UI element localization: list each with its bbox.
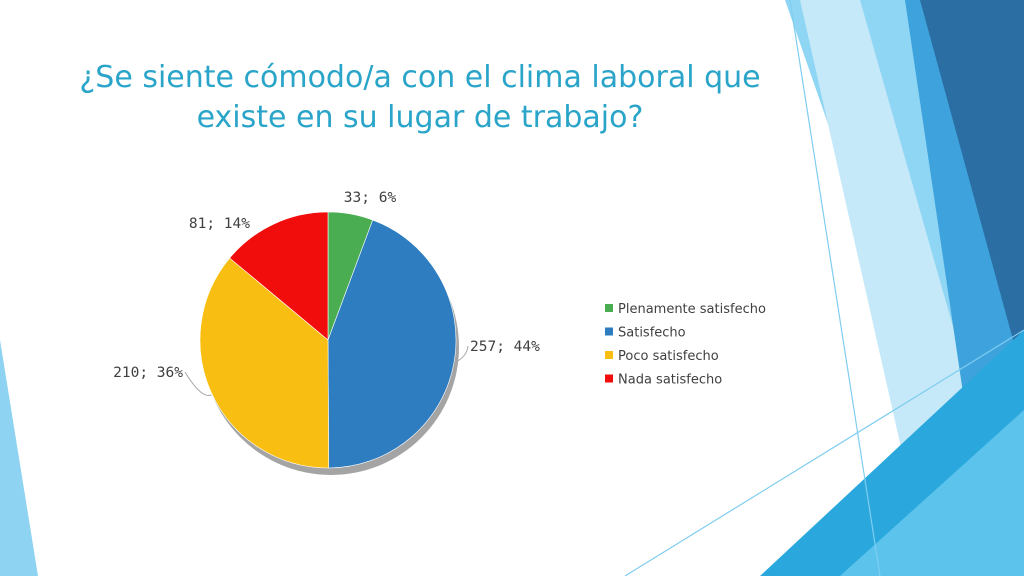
legend-swatch-poco-satisfecho (605, 351, 613, 359)
chart-legend: Plenamente satisfecho Satisfecho Poco sati… (605, 302, 766, 388)
leader-line-poco-satisfecho (184, 371, 212, 397)
legend-label-nada-satisfecho: Nada satisfecho (618, 373, 722, 388)
leader-line-satisfecho (454, 345, 469, 364)
legend-label-satisfecho: Satisfecho (618, 326, 686, 341)
legend-label-poco-satisfecho: Poco satisfecho (618, 349, 719, 364)
deco-thin-line (624, 329, 1024, 576)
deco-bottom-light-facet (840, 410, 1024, 576)
pie-data-labels: 33; 6% 257; 44% 210; 36% 81; 14% (113, 190, 540, 381)
legend-swatch-nada-satisfecho (605, 374, 613, 383)
pie-slice-nada-satisfecho (229, 211, 329, 341)
slide-title: ¿Se siente cómodo/a con el clima laboral… (79, 60, 761, 135)
deco-thin-line (789, 0, 881, 576)
data-label-nada-satisfecho: 81; 14% (189, 216, 250, 232)
legend-swatch-satisfecho (605, 327, 613, 336)
pie-slice-satisfecho (327, 219, 457, 469)
legend-swatch-plenamente-satisfecho (605, 304, 613, 312)
data-label-poco-satisfecho: 210; 36% (113, 365, 183, 381)
pie-slices (199, 211, 457, 469)
data-label-satisfecho: 257; 44% (470, 339, 540, 355)
legend-label-plenamente-satisfecho: Plenamente satisfecho (618, 302, 766, 317)
pie-slice-poco-satisfecho (199, 257, 329, 469)
deco-left-sliver (0, 340, 38, 576)
pie-leader-lines (184, 345, 469, 397)
deco-right-dark-facet (920, 0, 1024, 380)
data-label-plenamente-satisfecho: 33; 6% (344, 190, 397, 206)
